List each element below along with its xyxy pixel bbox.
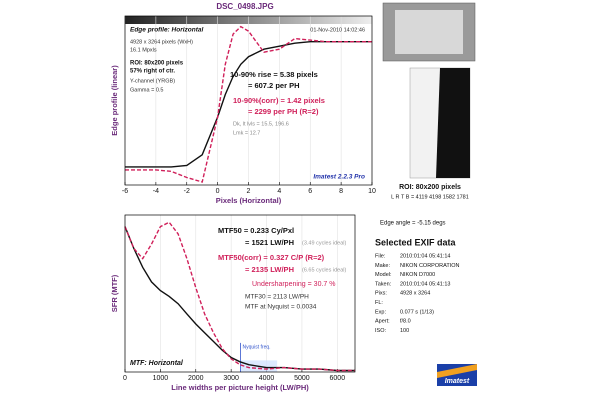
exif-value: NIKON D7000 xyxy=(400,272,435,278)
annotation: MTF at Nyquist = 0.0034 xyxy=(245,304,317,311)
annotation: MTF: Horizontal xyxy=(130,360,184,367)
annotation: 01-Nov-2010 14:02:46 xyxy=(310,27,365,33)
exif-value: f/8.0 xyxy=(400,319,411,325)
exif-key: Make: xyxy=(375,263,390,269)
annotation: MTF50(corr) = 0.327 C/P (R=2) xyxy=(218,253,325,262)
exif-value: 100 xyxy=(400,328,409,334)
x-tick-label: 0 xyxy=(216,188,220,195)
roi-coords: L R T B = 4119 4198 1582 1781 xyxy=(391,194,469,200)
x-tick-label: 0 xyxy=(123,375,127,382)
exif-value: 4928 x 3264 xyxy=(400,291,430,297)
plot-frame xyxy=(124,214,356,373)
exif-key: Taken: xyxy=(375,281,392,287)
exif-value: NIKON CORPORATION xyxy=(400,263,460,269)
page-title: DSC_0498.JPG xyxy=(216,2,273,11)
x-tick-label: 6000 xyxy=(330,375,346,382)
x-tick-label: 2000 xyxy=(188,375,204,382)
annotation: Y-channel (YRGB) xyxy=(130,78,175,84)
annotation: = 2135 LW/PH xyxy=(245,265,294,274)
annotation: 10-90%(corr) = 1.42 pixels xyxy=(233,96,325,105)
x-tick-label: -6 xyxy=(122,188,128,195)
exif-key: Apert: xyxy=(375,319,390,325)
x-axis-label: Pixels (Horizontal) xyxy=(216,196,282,205)
edge-angle: Edge angle = -5.15 degs xyxy=(380,221,446,227)
annotation: Gamma = 0.5 xyxy=(130,87,163,93)
x-tick-label: 5000 xyxy=(294,375,310,382)
x-tick-label: 4000 xyxy=(259,375,275,382)
annotation: MTF50 = 0.233 Cy/Pxl xyxy=(218,226,294,235)
x-tick-label: -4 xyxy=(153,188,159,195)
annotation: Edge profile: Horizontal xyxy=(130,27,204,34)
exif-value: 2010:01:04 05:41:13 xyxy=(400,281,450,287)
annotation: 16.1 Mpxls xyxy=(130,47,157,53)
annotation: 57% right of ctr. xyxy=(130,69,175,75)
annotation: = 2299 per PH (R=2) xyxy=(248,107,319,116)
nyquist-label: Nyquist freq. xyxy=(242,344,270,350)
annotation: 4928 x 3264 pixels (WxH) xyxy=(130,39,193,45)
annotation: = 607.2 per PH xyxy=(248,81,300,90)
logo-text: Imatest xyxy=(445,378,470,385)
exif-value: 2010:01:04 05:41:14 xyxy=(400,253,450,259)
exif-key: Model: xyxy=(375,272,392,278)
exif-value: 0.077 s (1/13) xyxy=(400,309,434,315)
exif-key: Exp: xyxy=(375,309,386,315)
y-axis-label: Edge profile (linear) xyxy=(110,65,119,136)
data-line xyxy=(125,25,372,183)
annotation: ROI: 80x200 pixels xyxy=(130,61,184,67)
x-tick-label: 2 xyxy=(247,188,251,195)
roi-edge xyxy=(436,68,470,178)
x-tick-label: -2 xyxy=(184,188,190,195)
annotation: MTF30 = 2113 LW/PH xyxy=(245,294,309,301)
roi-label: ROI: 80x200 pixels xyxy=(399,184,461,191)
exif-title: Selected EXIF data xyxy=(375,237,457,247)
exif-key: ISO: xyxy=(375,328,386,334)
data-line xyxy=(124,226,355,372)
annotation: = 1521 LW/PH xyxy=(245,238,294,247)
exif-key: File: xyxy=(375,253,386,259)
y-axis-label: SFR (MTF) xyxy=(110,274,119,312)
annotation: Lmk = 12.7 xyxy=(233,130,260,136)
x-tick-label: 1000 xyxy=(153,375,169,382)
annotation: (3.49 cycles ideal) xyxy=(302,240,346,246)
annotation: (6.65 cycles ideal) xyxy=(302,267,346,273)
logo-stripe xyxy=(437,364,477,378)
x-tick-label: 4 xyxy=(277,188,281,195)
x-axis-label: Line widths per picture height (LW/PH) xyxy=(171,383,309,392)
x-tick-label: 10 xyxy=(368,188,376,195)
annotation: Imatest 2.2.3 Pro xyxy=(313,174,365,181)
data-line xyxy=(125,41,372,168)
annotation: Dk, lt lvls = 15.5, 196.6 xyxy=(233,121,289,127)
exif-key: FL: xyxy=(375,300,383,306)
x-tick-label: 3000 xyxy=(223,375,239,382)
plot-frame xyxy=(124,15,373,186)
data-line xyxy=(124,221,355,372)
x-tick-label: 6 xyxy=(308,188,312,195)
annotation: 10-90% rise = 5.38 pixels xyxy=(230,70,318,79)
exif-key: Pixs: xyxy=(375,291,387,297)
x-tick-label: 8 xyxy=(339,188,343,195)
thumbnail-chart xyxy=(395,10,463,54)
annotation: Undersharpening = 30.7 % xyxy=(252,281,335,288)
